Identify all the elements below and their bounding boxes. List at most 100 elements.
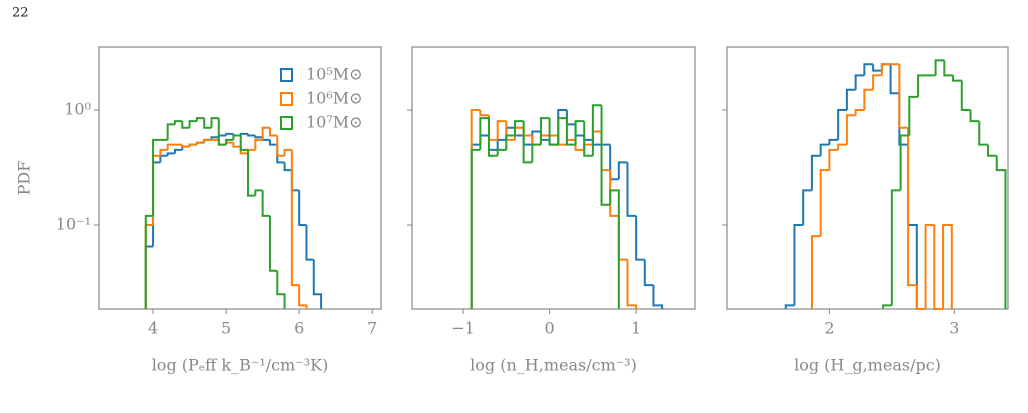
histogram-step [522,127,533,137]
histogram-step [890,189,901,306]
x-tick-label: 4 [148,319,158,338]
histogram-step [880,63,891,76]
histogram-step [845,114,856,145]
x-tick-label: 5 [221,319,231,338]
legend-swatch [280,92,293,106]
histogram-step [247,149,256,197]
histogram-step [181,121,190,129]
histogram-step [290,170,300,192]
histogram-step [889,64,900,95]
histogram-step [488,135,498,151]
histogram-step [144,223,154,309]
histogram-step [276,270,286,309]
histogram-step [837,108,847,140]
histogram-step [225,132,234,136]
histogram-step [591,139,602,146]
histogram-step [298,285,308,309]
legend-label: 10⁵M⊙ [306,65,363,84]
histogram-step [810,154,821,191]
histogram-step [488,118,498,157]
histogram-step [565,118,576,146]
histogram-step [531,143,541,163]
histogram-step [557,108,567,145]
x-tick-label: −1 [451,319,475,338]
histogram-step [268,215,278,272]
x-axis-label: log (n_H,meas/cm⁻³) [470,356,637,375]
histogram-step [505,126,515,140]
x-tick-label: 7 [367,319,377,338]
histogram-step [591,104,602,156]
histogram-step [232,134,241,140]
histogram-step [943,60,954,77]
histogram-step [496,148,507,156]
histogram-step [195,117,205,122]
histogram-step [225,138,234,145]
histogram-step [159,154,168,163]
histogram-step [917,74,927,97]
legend-swatch [280,116,293,130]
histogram-step [652,285,664,309]
histogram-step [188,120,197,128]
histogram-step [872,74,882,90]
histogram-step [600,131,611,172]
histogram-step [247,148,256,154]
histogram-step [522,135,533,146]
histogram-step [254,135,263,139]
histogram-step [239,132,249,136]
plot-frame [98,46,382,310]
histogram-step [854,74,865,90]
histogram-step [933,224,944,310]
histogram-step [152,161,161,247]
histogram-step [470,143,481,309]
histogram-step [254,138,263,150]
histogram-step [915,285,926,310]
histogram-step [181,144,190,148]
histogram-step [828,148,839,171]
histogram-step [144,245,154,309]
histogram-step [539,117,550,145]
histogram-step [565,109,576,126]
histogram-step [802,189,812,225]
histogram-step [203,138,212,143]
histogram-step [908,95,919,136]
histogram-step [479,117,490,150]
histogram-step [583,121,593,157]
histogram-step [254,189,263,196]
histogram-step [952,75,962,82]
histogram-step [210,117,219,128]
histogram-step [261,126,270,140]
histogram-step [203,118,212,129]
histogram-step [496,120,507,140]
histogram-step [863,63,874,76]
legend-swatch [280,68,293,82]
histogram-step [600,105,611,206]
x-tick-label: 3 [949,319,959,338]
y-tick-label: 10⁰ [64,99,91,118]
histogram-step [574,139,585,151]
histogram-step [268,139,278,146]
histogram-step [978,121,989,146]
histogram-step [583,143,593,150]
histogram-step [924,223,935,309]
histogram-step [217,118,227,146]
histogram-step [298,190,307,226]
histogram-step [907,127,917,287]
histogram-step [784,304,795,309]
histogram-step [513,120,524,136]
histogram-step [863,88,874,110]
histogram-step [488,115,498,141]
histogram-step [496,138,507,150]
histogram-step [479,109,490,117]
histogram-step [470,108,481,309]
plot-frame [726,46,1009,310]
histogram-step [995,155,1007,309]
histogram-step [617,215,628,261]
histogram-step [845,88,856,110]
histogram-step [247,133,256,137]
histogram-step [635,215,645,261]
histogram-step [470,148,481,309]
histogram-step [960,80,971,111]
histogram-step [283,148,292,156]
